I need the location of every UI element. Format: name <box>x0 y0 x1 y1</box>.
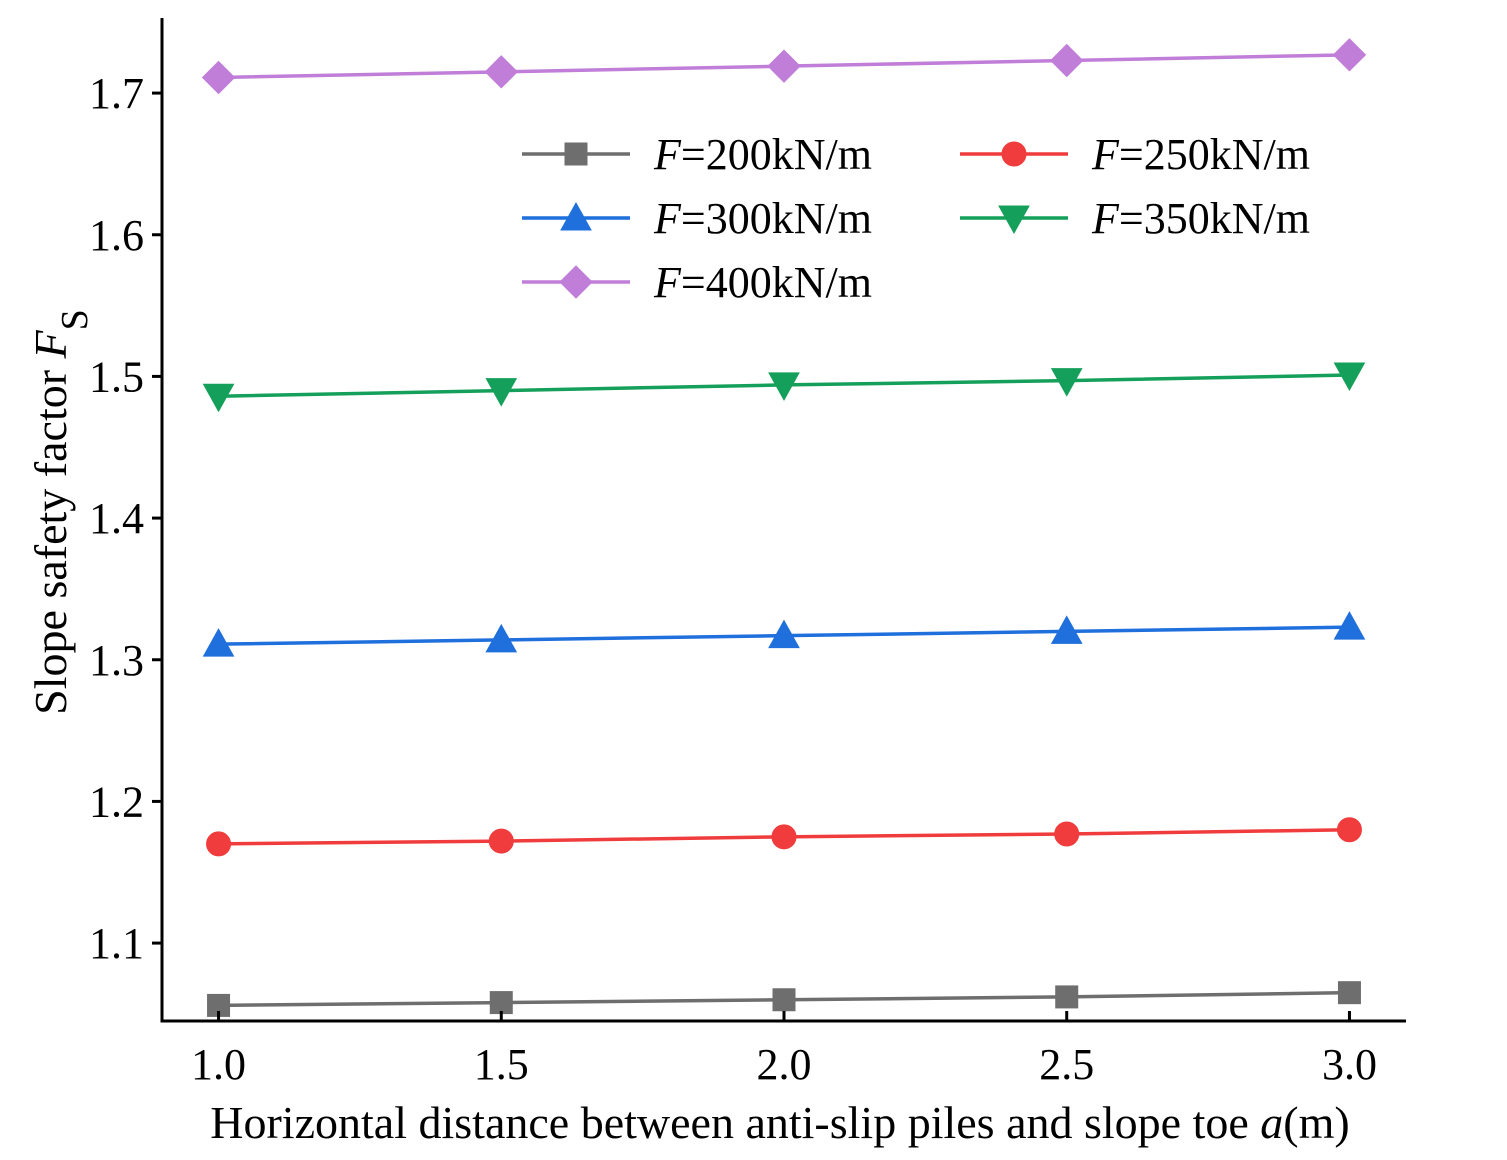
data-point <box>489 991 513 1015</box>
series-F=350kN/m <box>202 362 1366 413</box>
x-axis-ticks: 1.0 1.5 2.0 2.5 3.0 <box>191 1011 1377 1089</box>
legend-entry: F=300kN/m <box>522 194 872 243</box>
legend-label: F=350kN/m <box>1091 194 1310 243</box>
data-point <box>484 55 518 89</box>
data-point <box>1336 817 1362 843</box>
data-point <box>1333 362 1366 392</box>
legend-marker <box>998 205 1030 235</box>
data-point <box>485 378 518 407</box>
data-point <box>202 628 235 657</box>
legend-marker <box>1001 141 1027 167</box>
data-point <box>1337 981 1361 1005</box>
data-point <box>201 60 236 95</box>
y-tick-label: 1.6 <box>89 211 144 260</box>
legend-marker <box>559 265 593 299</box>
legend-marker <box>560 201 592 231</box>
series-F=200kN/m <box>207 981 1361 1017</box>
x-tick-label: 3.0 <box>1322 1040 1377 1089</box>
data-point <box>771 824 797 850</box>
legend-label: F=300kN/m <box>653 194 872 243</box>
data-point <box>768 372 800 401</box>
data-point <box>1054 821 1080 847</box>
series-F=400kN/m <box>201 38 1367 95</box>
legend-label: F=200kN/m <box>653 130 872 179</box>
data-point <box>768 619 800 649</box>
data-point <box>485 623 518 653</box>
y-axis-ticks: 1.1 1.2 1.3 1.4 1.5 1.6 1.7 <box>89 69 162 968</box>
data-point <box>1050 43 1084 78</box>
y-tick-label: 1.7 <box>89 69 144 118</box>
y-tick-label: 1.4 <box>89 494 144 543</box>
y-tick-label: 1.1 <box>89 919 144 968</box>
data-point <box>206 831 232 857</box>
series-F=300kN/m <box>202 611 1366 657</box>
plot-area <box>201 38 1367 1017</box>
legend-marker <box>564 142 588 166</box>
data-point <box>1333 611 1366 640</box>
x-tick-label: 2.5 <box>1039 1040 1094 1089</box>
data-point <box>1050 615 1083 644</box>
x-tick-label: 2.0 <box>757 1040 812 1089</box>
data-point <box>1055 985 1079 1009</box>
legend-entry: F=250kN/m <box>960 130 1310 179</box>
y-tick-label: 1.3 <box>89 636 144 685</box>
legend-entry: F=350kN/m <box>960 194 1310 243</box>
y-axis-title: Slope safety factor FS <box>25 309 96 715</box>
legend-entry: F=200kN/m <box>522 130 872 179</box>
data-point <box>772 988 796 1012</box>
series-F=250kN/m <box>206 817 1362 857</box>
y-tick-label: 1.2 <box>89 777 144 826</box>
data-point <box>488 828 514 854</box>
legend: F=200kN/m F=250kN/m F=300kN/m F=350kN/m F=40… <box>522 130 1310 307</box>
data-point <box>202 383 235 413</box>
y-tick-label: 1.5 <box>89 352 144 401</box>
x-tick-label: 1.0 <box>191 1040 246 1089</box>
legend-label: F=250kN/m <box>1091 130 1310 179</box>
data-point <box>1332 38 1367 72</box>
x-tick-label: 1.5 <box>474 1040 529 1089</box>
legend-label: F=400kN/m <box>653 258 872 307</box>
data-point <box>1050 368 1083 397</box>
x-axis-title: Horizontal distance between anti-slip pi… <box>210 1097 1349 1148</box>
legend-entry: F=400kN/m <box>522 258 872 307</box>
data-point <box>767 49 801 83</box>
